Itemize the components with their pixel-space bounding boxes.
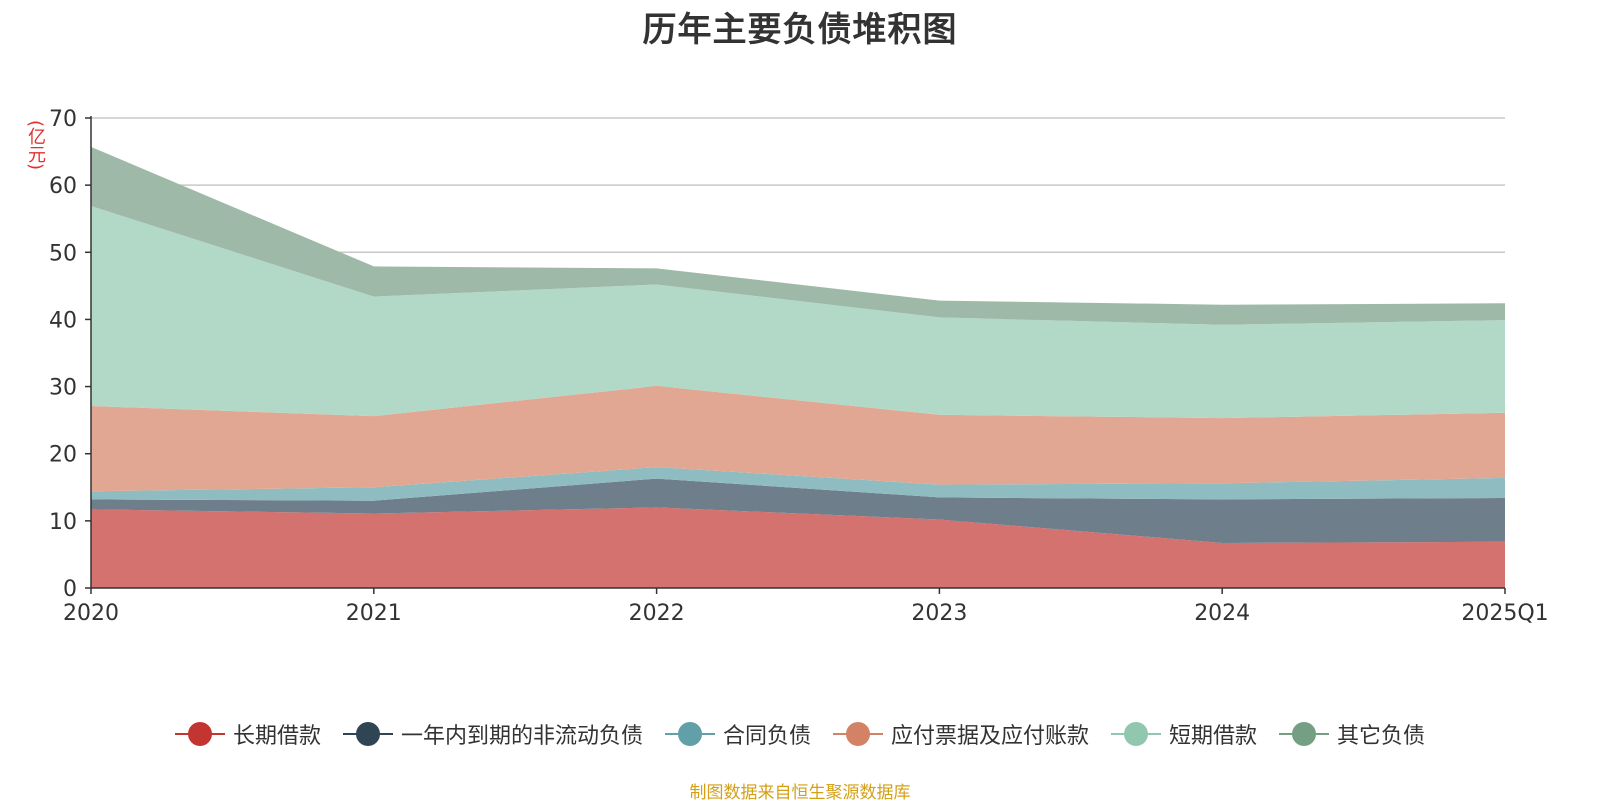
y-tick-label: 10 (49, 510, 77, 535)
y-tick-label: 70 (49, 107, 77, 132)
legend-label: 其它负债 (1337, 724, 1426, 749)
x-tick-label: 2024 (1194, 601, 1250, 626)
area-合同负债 (91, 467, 1505, 501)
legend-item[interactable]: 长期借款 (174, 718, 321, 750)
legend-marker-icon (174, 722, 225, 746)
legend-item[interactable]: 一年内到期的非流动负债 (342, 718, 643, 750)
legend-label: 合同负债 (722, 724, 811, 749)
chart-title: 历年主要负债堆积图 (642, 10, 958, 50)
legend-marker-icon (664, 722, 715, 746)
legend-marker-icon (1111, 722, 1162, 746)
area-其它负债 (91, 146, 1505, 325)
y-tick-label: 60 (49, 174, 77, 199)
area-一年内到期的非流动负债 (91, 478, 1505, 543)
y-tick-label: 30 (49, 376, 77, 401)
area-长期借款 (91, 507, 1505, 588)
x-tick-label: 2022 (629, 601, 685, 626)
legend-label: 长期借款 (232, 724, 321, 749)
legend-item[interactable]: 合同负债 (664, 718, 811, 750)
area-应付票据及应付账款 (91, 385, 1505, 492)
source-note: 制图数据来自恒生聚源数据库 (689, 783, 911, 803)
legend-label: 短期借款 (1169, 724, 1258, 749)
legend-marker-icon (342, 722, 393, 746)
y-tick-label: 50 (49, 241, 77, 266)
area-短期借款 (91, 206, 1505, 419)
y-tick-label: 40 (49, 308, 77, 333)
area-series (91, 146, 1505, 588)
x-tick-label: 2023 (911, 601, 967, 626)
y-tick-label: 0 (63, 577, 77, 602)
legend-marker-icon (833, 722, 883, 746)
axes: 0 10 20 30 40 50 60 70 2020 2021 2022 2023 2024 2025Q… (49, 107, 1549, 626)
x-tick-label: 2021 (346, 601, 402, 626)
legend-item[interactable]: 短期借款 (1111, 718, 1257, 750)
y-tick-label: 20 (49, 443, 77, 468)
legend-marker-icon (1279, 722, 1330, 746)
legend-item[interactable]: 应付票据及应付账款 (833, 718, 1089, 750)
legend-label: 应付票据及应付账款 (891, 724, 1090, 749)
y-unit-label: (亿元) (25, 120, 46, 171)
x-tick-label: 2020 (63, 601, 119, 626)
x-tick-label: 2025Q1 (1461, 601, 1548, 626)
legend: 长期借款 一年内到期的非流动负债 合同负债 应付票据及应付账款 短期借款 其它负债 (0, 718, 1600, 750)
legend-item[interactable]: 其它负债 (1279, 718, 1425, 750)
legend-label: 一年内到期的非流动负债 (400, 724, 643, 749)
